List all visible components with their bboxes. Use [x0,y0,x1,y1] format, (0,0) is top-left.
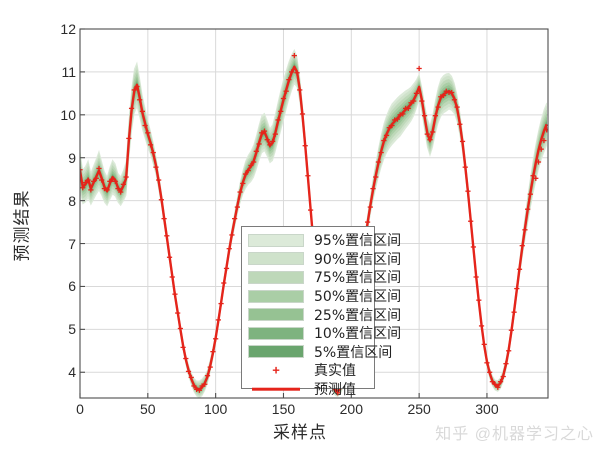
legend-row-series: + 真实值 [248,361,368,380]
legend-label: 5%置信区间 [314,344,393,361]
legend-swatch [248,252,304,266]
legend-label: 真实值 [314,363,356,380]
x-tick-label: 250 [407,401,431,417]
y-tick-label: 12 [60,21,76,37]
x-tick-label: 50 [140,401,156,417]
legend-swatch [248,308,304,322]
legend-label: 10%置信区间 [314,326,402,343]
y-tick-label: 5 [68,321,76,338]
legend-swatch [248,326,304,340]
legend-label: 75%置信区间 [314,270,402,287]
plus-marker-icon: + [272,362,280,378]
x-tick-label: 200 [339,401,363,417]
x-tick-label: 0 [76,401,84,417]
x-axis-ticks: 0 50 100 150 200 250 300 [0,401,600,423]
legend-label: 50%置信区间 [314,289,402,306]
legend-swatch [248,233,304,247]
legend-row-series: 预测值 [248,380,368,399]
y-tick-label: 7 [68,235,76,252]
legend-label: 25%置信区间 [314,307,402,324]
chart-legend[interactable]: 95%置信区间 90%置信区间 75%置信区间 50%置信区间 25%置信区间 10%置信… [241,226,401,398]
legend-label: 预测值 [314,382,356,399]
y-tick-label: 11 [61,63,76,80]
legend-row-band: 95%置信区间 [248,231,401,250]
legend-row-band: 90%置信区间 [248,250,401,269]
y-axis-ticks: 4 5 6 7 8 9 10 11 12 [32,0,76,450]
legend-row-band: 10%置信区间 [248,324,401,343]
x-axis-label: 采样点 [273,423,327,442]
y-tick-label: 10 [60,106,76,123]
y-tick-label: 6 [68,278,76,295]
y-tick-label: 9 [68,149,76,166]
x-tick-label: 100 [203,401,228,417]
line-marker-icon [248,383,304,396]
legend-label: 95%置信区间 [314,233,402,250]
legend-row-band: 50%置信区间 [248,287,401,306]
legend-label: 90%置信区间 [314,251,402,268]
legend-row-band: 75%置信区间 [248,268,401,287]
y-tick-label: 8 [68,192,76,209]
x-tick-label: 150 [271,401,296,417]
legend-row-band: 5%置信区间 [248,343,392,362]
y-tick-label: 4 [68,364,76,381]
legend-swatch [248,345,304,359]
x-tick-label: 300 [475,401,499,417]
legend-swatch [248,270,304,284]
legend-swatch [248,289,304,303]
watermark: 知乎 @机器学习之心 [435,426,594,443]
legend-row-band: 25%置信区间 [248,305,401,324]
